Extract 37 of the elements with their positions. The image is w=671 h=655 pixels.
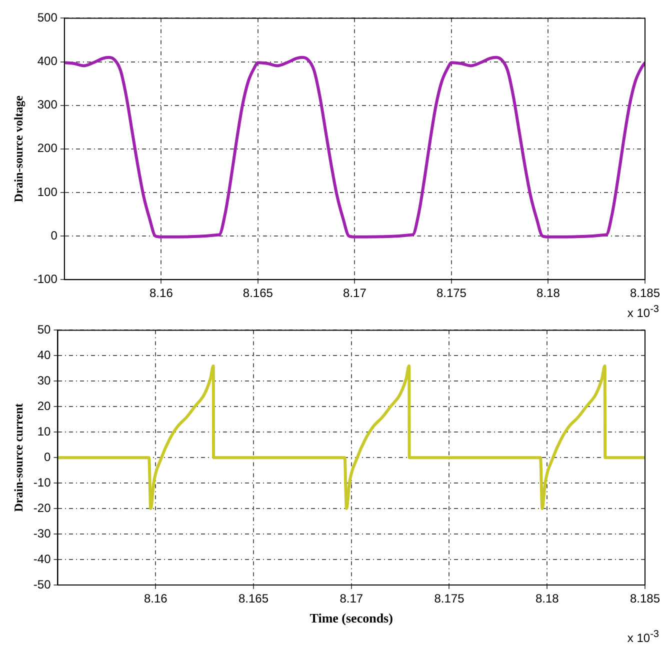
y-tick-label: -20	[33, 500, 52, 515]
x-tick-label: 8.185	[630, 592, 660, 606]
y-tick-label: -10	[33, 475, 52, 490]
x-tick-label: 8.18	[536, 286, 560, 300]
x-tick-label: 8.17	[340, 592, 364, 606]
y-tick-label: 10	[37, 424, 52, 438]
y-axis-title: Drain-source current	[11, 403, 26, 512]
y-tick-label: 400	[37, 54, 58, 68]
x-tick-label: 8.165	[242, 286, 274, 300]
x-tick-label: 8.165	[238, 592, 269, 606]
x-tick-label: 8.175	[436, 286, 467, 300]
y-tick-label: 500	[37, 10, 58, 25]
x-tick-label: 8.185	[630, 286, 660, 300]
y-tick-label: 200	[37, 141, 58, 156]
y-tick-label: 300	[37, 98, 58, 112]
y-tick-label: 0	[50, 228, 58, 242]
y-tick-label: 20	[37, 398, 52, 413]
y-tick-label: -50	[33, 577, 52, 592]
x-tick-label: 8.16	[150, 286, 174, 300]
text: x 10$^{-3}$	[627, 629, 659, 645]
x-tick-label: 8.18	[535, 592, 560, 606]
y-tick-label: -100	[33, 272, 58, 286]
x-axis-title: Time (seconds)	[310, 610, 393, 626]
text: x 10$^{-3}$	[627, 304, 659, 320]
y-tick-label: 0	[44, 450, 52, 464]
x-tick-label: 8.175	[434, 592, 465, 606]
line-series	[58, 364, 645, 510]
y-tick-label: 30	[37, 373, 52, 388]
line-series	[64, 56, 645, 238]
y-axis-title: Drain-source voltage	[11, 94, 26, 202]
y-tick-label: 100	[37, 184, 58, 199]
y-tick-label: -30	[33, 526, 52, 540]
x-tick-label: 8.16	[144, 592, 168, 606]
y-tick-label: 50	[37, 322, 52, 337]
y-tick-label: -40	[33, 552, 52, 566]
y-tick-label: 40	[37, 348, 52, 362]
x-tick-label: 8.17	[343, 286, 367, 300]
